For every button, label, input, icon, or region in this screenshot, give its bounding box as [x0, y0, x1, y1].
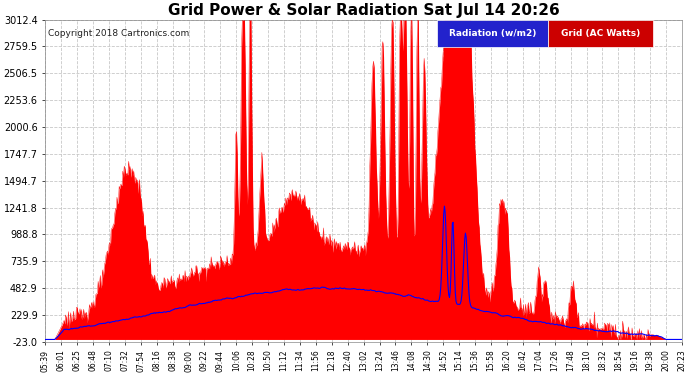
Text: Grid (AC Watts): Grid (AC Watts) [561, 29, 640, 38]
Text: Radiation (w/m2): Radiation (w/m2) [449, 29, 536, 38]
Title: Grid Power & Solar Radiation Sat Jul 14 20:26: Grid Power & Solar Radiation Sat Jul 14 … [168, 3, 560, 18]
FancyBboxPatch shape [549, 20, 653, 47]
FancyBboxPatch shape [437, 20, 549, 47]
Text: Copyright 2018 Cartronics.com: Copyright 2018 Cartronics.com [48, 29, 190, 38]
